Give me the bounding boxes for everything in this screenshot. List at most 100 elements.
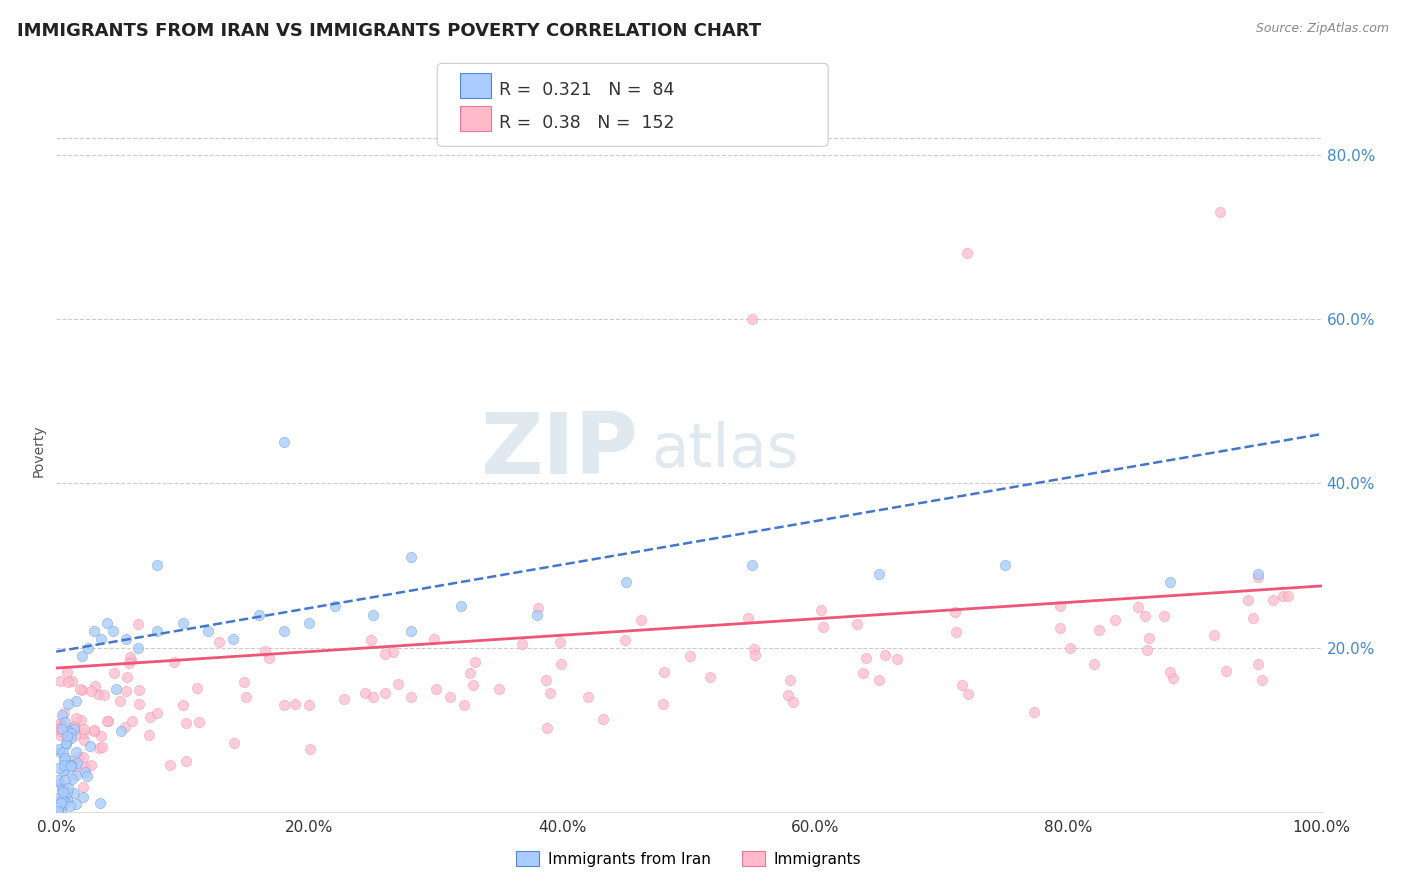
- Point: [614, 632, 637, 647]
- Text: ZIP: ZIP: [481, 409, 638, 492]
- Point: [845, 616, 868, 631]
- Point: [323, 599, 346, 614]
- Point: [994, 558, 1017, 573]
- Point: [208, 635, 231, 649]
- Point: [1088, 623, 1111, 637]
- Point: [118, 650, 141, 665]
- Point: [115, 670, 138, 684]
- Point: [49, 745, 72, 759]
- Point: [1241, 611, 1264, 625]
- Point: [855, 651, 877, 665]
- Point: [353, 686, 375, 700]
- Point: [55, 737, 77, 751]
- Point: [63, 786, 86, 800]
- Point: [744, 648, 766, 662]
- Point: [51, 783, 73, 797]
- Point: [51, 708, 73, 723]
- Point: [72, 749, 94, 764]
- Point: [950, 678, 973, 692]
- Point: [56, 675, 79, 690]
- Point: [1022, 705, 1045, 719]
- Text: R =  0.38   N =  152: R = 0.38 N = 152: [499, 114, 675, 132]
- Point: [1247, 657, 1270, 671]
- Point: [52, 706, 75, 720]
- Point: [943, 605, 966, 619]
- Point: [76, 640, 98, 655]
- Point: [1236, 593, 1258, 607]
- Point: [614, 574, 637, 589]
- Point: [70, 713, 93, 727]
- Point: [187, 714, 209, 729]
- Point: [1215, 664, 1237, 678]
- Point: [80, 757, 103, 772]
- Point: [875, 648, 897, 662]
- Point: [1104, 613, 1126, 627]
- Point: [1263, 592, 1285, 607]
- Point: [811, 620, 834, 634]
- Point: [49, 776, 72, 790]
- Point: [72, 733, 94, 747]
- Point: [460, 665, 482, 680]
- Point: [115, 684, 138, 698]
- Text: R =  0.321   N =  84: R = 0.321 N = 84: [499, 81, 675, 99]
- Point: [70, 648, 93, 663]
- Point: [53, 757, 76, 772]
- Point: [222, 632, 245, 647]
- Point: [1161, 671, 1184, 685]
- Point: [176, 754, 198, 768]
- Point: [56, 733, 79, 747]
- Point: [62, 722, 84, 736]
- Point: [630, 613, 652, 627]
- Point: [159, 758, 181, 772]
- Point: [55, 792, 77, 806]
- Text: Source: ZipAtlas.com: Source: ZipAtlas.com: [1256, 22, 1389, 36]
- Point: [51, 718, 73, 732]
- Point: [172, 615, 194, 630]
- Point: [652, 665, 675, 680]
- Point: [63, 728, 86, 742]
- Point: [73, 723, 96, 737]
- Point: [1209, 205, 1232, 219]
- Point: [103, 624, 124, 639]
- Point: [737, 611, 759, 625]
- Text: atlas: atlas: [651, 421, 799, 480]
- Point: [51, 722, 73, 736]
- Point: [550, 657, 572, 671]
- Point: [957, 687, 980, 701]
- Point: [273, 698, 295, 712]
- Point: [53, 795, 76, 809]
- Point: [97, 714, 120, 728]
- Point: [49, 716, 72, 731]
- Point: [592, 713, 614, 727]
- Point: [72, 726, 94, 740]
- Point: [60, 673, 83, 688]
- Point: [782, 695, 804, 709]
- Point: [298, 698, 321, 712]
- Point: [172, 698, 194, 712]
- Point: [273, 624, 295, 639]
- Point: [53, 750, 76, 764]
- Point: [72, 790, 94, 805]
- Point: [63, 760, 86, 774]
- Point: [49, 718, 72, 732]
- Point: [58, 753, 80, 767]
- Point: [83, 624, 105, 639]
- Point: [76, 769, 98, 783]
- Point: [48, 761, 70, 775]
- Point: [254, 644, 277, 658]
- Point: [548, 634, 571, 648]
- Point: [679, 648, 702, 663]
- Point: [120, 653, 142, 667]
- Point: [778, 688, 800, 702]
- Point: [128, 697, 150, 711]
- Point: [779, 673, 801, 688]
- Point: [63, 721, 86, 735]
- Point: [527, 601, 550, 615]
- Point: [235, 690, 257, 704]
- Text: IMMIGRANTS FROM IRAN VS IMMIGRANTS POVERTY CORRELATION CHART: IMMIGRANTS FROM IRAN VS IMMIGRANTS POVER…: [17, 22, 761, 40]
- Point: [146, 624, 169, 639]
- Point: [52, 785, 75, 799]
- Point: [536, 721, 558, 735]
- Point: [1083, 657, 1105, 671]
- Point: [65, 768, 87, 782]
